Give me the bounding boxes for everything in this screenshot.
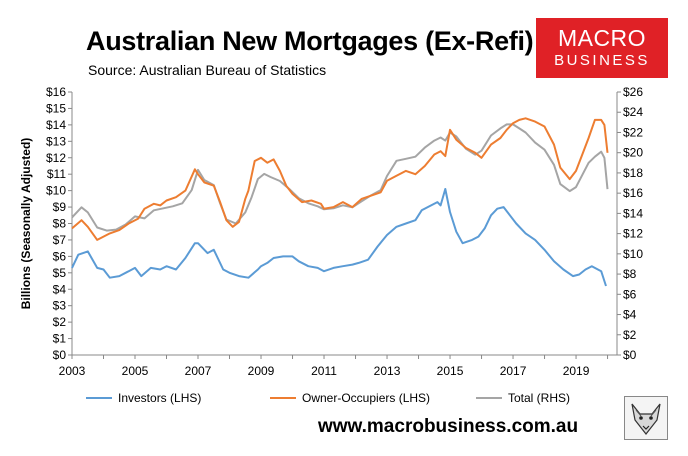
y-right-tick-label: $26 <box>623 85 643 99</box>
x-tick-label: 2009 <box>248 364 275 378</box>
y-left-tick-label: $13 <box>46 134 66 148</box>
source-subtitle: Source: Australian Bureau of Statistics <box>88 62 327 78</box>
page-title: Australian New Mortgages (Ex-Refi) <box>86 26 534 56</box>
y-right-tick-label: $20 <box>623 146 643 160</box>
y-left-tick-label: $1 <box>53 332 67 346</box>
y-left-tick-label: $8 <box>53 217 67 231</box>
y-right-tick-label: $10 <box>623 247 643 261</box>
y-left-tick-label: $11 <box>47 167 66 181</box>
y-right-tick-label: $16 <box>623 186 643 200</box>
y-left-tick-label: $0 <box>53 348 67 362</box>
y-right-tick-label: $14 <box>623 206 643 220</box>
y-right-tick-label: $8 <box>623 267 637 281</box>
series-line-1 <box>71 117 609 241</box>
chart-axes: $0 $1 $2 $3 $4 $5 $6 $7 $8 $9 $10 $11 $12 $13 $14 $15 $1… <box>19 85 643 378</box>
x-tick-label: 2011 <box>311 364 337 378</box>
website-url: www.macrobusiness.com.au <box>318 416 579 437</box>
logo-text-top: MACRO <box>557 25 647 51</box>
y-left-tick-label: $15 <box>46 101 66 115</box>
y-right-tick-label: $6 <box>623 287 637 301</box>
x-tick-label: 2013 <box>374 364 401 378</box>
x-tick-label: 2003 <box>59 364 86 378</box>
y-left-tick-label: $12 <box>46 151 66 165</box>
y-left-tick-label: $5 <box>53 266 67 280</box>
chart-series <box>71 117 609 287</box>
x-tick-label: 2017 <box>500 364 527 378</box>
y-left-tick-label: $16 <box>46 85 66 99</box>
logo-text-bottom: BUSINESS <box>554 52 650 69</box>
x-tick-label: 2015 <box>437 364 464 378</box>
y-right-tick-label: $22 <box>623 125 643 139</box>
y-left-tick-label: $4 <box>53 282 67 296</box>
y-right-tick-label: $4 <box>623 308 637 322</box>
y-left-tick-label: $9 <box>53 200 67 214</box>
fox-mascot-icon <box>624 396 668 440</box>
x-tick-label: 2019 <box>563 364 590 378</box>
macrobusiness-logo: MACRO BUSINESS <box>536 18 668 78</box>
legend-label: Owner-Occupiers (LHS) <box>302 391 430 405</box>
series-line-2 <box>71 123 609 232</box>
legend-label: Investors (LHS) <box>118 391 201 405</box>
x-tick-label: 2007 <box>185 364 212 378</box>
x-tick-label: 2005 <box>122 364 149 378</box>
y-axis-title: Billions (Seasonally Adjusted) <box>19 138 33 310</box>
y-right-tick-label: $24 <box>623 105 643 119</box>
series-line-0 <box>71 188 607 287</box>
y-right-tick-label: $2 <box>623 328 637 342</box>
y-left-tick-label: $2 <box>53 315 67 329</box>
y-right-tick-label: $0 <box>623 348 637 362</box>
legend-label: Total (RHS) <box>508 391 570 405</box>
chart-legend: Investors (LHS) Owner-Occupiers (LHS) Tota… <box>86 391 570 405</box>
y-left-tick-label: $10 <box>46 184 66 198</box>
y-right-tick-label: $18 <box>623 166 643 180</box>
y-left-tick-label: $14 <box>46 118 66 132</box>
y-left-tick-label: $3 <box>53 299 67 313</box>
y-left-tick-label: $6 <box>53 249 67 263</box>
y-left-tick-label: $7 <box>53 233 67 247</box>
y-right-tick-label: $12 <box>623 227 643 241</box>
